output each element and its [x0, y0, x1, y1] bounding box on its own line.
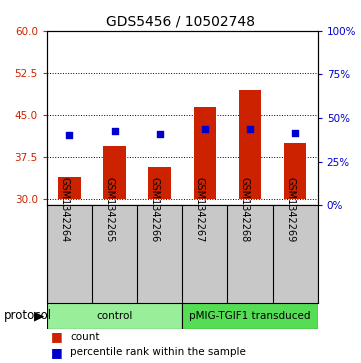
Point: [157, 131, 162, 136]
Text: protocol: protocol: [4, 309, 52, 322]
Text: GSM1342266: GSM1342266: [150, 178, 160, 242]
Text: GSM1342267: GSM1342267: [195, 177, 205, 243]
Text: count: count: [70, 332, 100, 342]
Bar: [58, 177, 81, 200]
Bar: [47, 303, 182, 329]
Point: [292, 130, 298, 136]
Bar: [148, 167, 171, 200]
Text: ■: ■: [51, 330, 62, 343]
Text: GSM1342269: GSM1342269: [285, 178, 295, 242]
Text: GSM1342268: GSM1342268: [240, 178, 250, 242]
Text: ▶: ▶: [34, 309, 44, 322]
Text: GSM1342265: GSM1342265: [105, 177, 115, 243]
Text: pMIG-TGIF1 transduced: pMIG-TGIF1 transduced: [189, 311, 311, 321]
Text: percentile rank within the sample: percentile rank within the sample: [70, 347, 246, 357]
Bar: [193, 107, 216, 200]
Text: GSM1342264: GSM1342264: [60, 178, 70, 242]
Point: [202, 126, 208, 132]
Text: GDS5456 / 10502748: GDS5456 / 10502748: [106, 15, 255, 29]
Bar: [239, 90, 261, 200]
Bar: [182, 303, 318, 329]
Point: [247, 126, 253, 132]
Text: control: control: [96, 311, 133, 321]
Point: [67, 132, 73, 138]
Bar: [103, 146, 126, 200]
Bar: [284, 143, 306, 200]
Text: ■: ■: [51, 346, 62, 359]
Point: [112, 128, 118, 134]
